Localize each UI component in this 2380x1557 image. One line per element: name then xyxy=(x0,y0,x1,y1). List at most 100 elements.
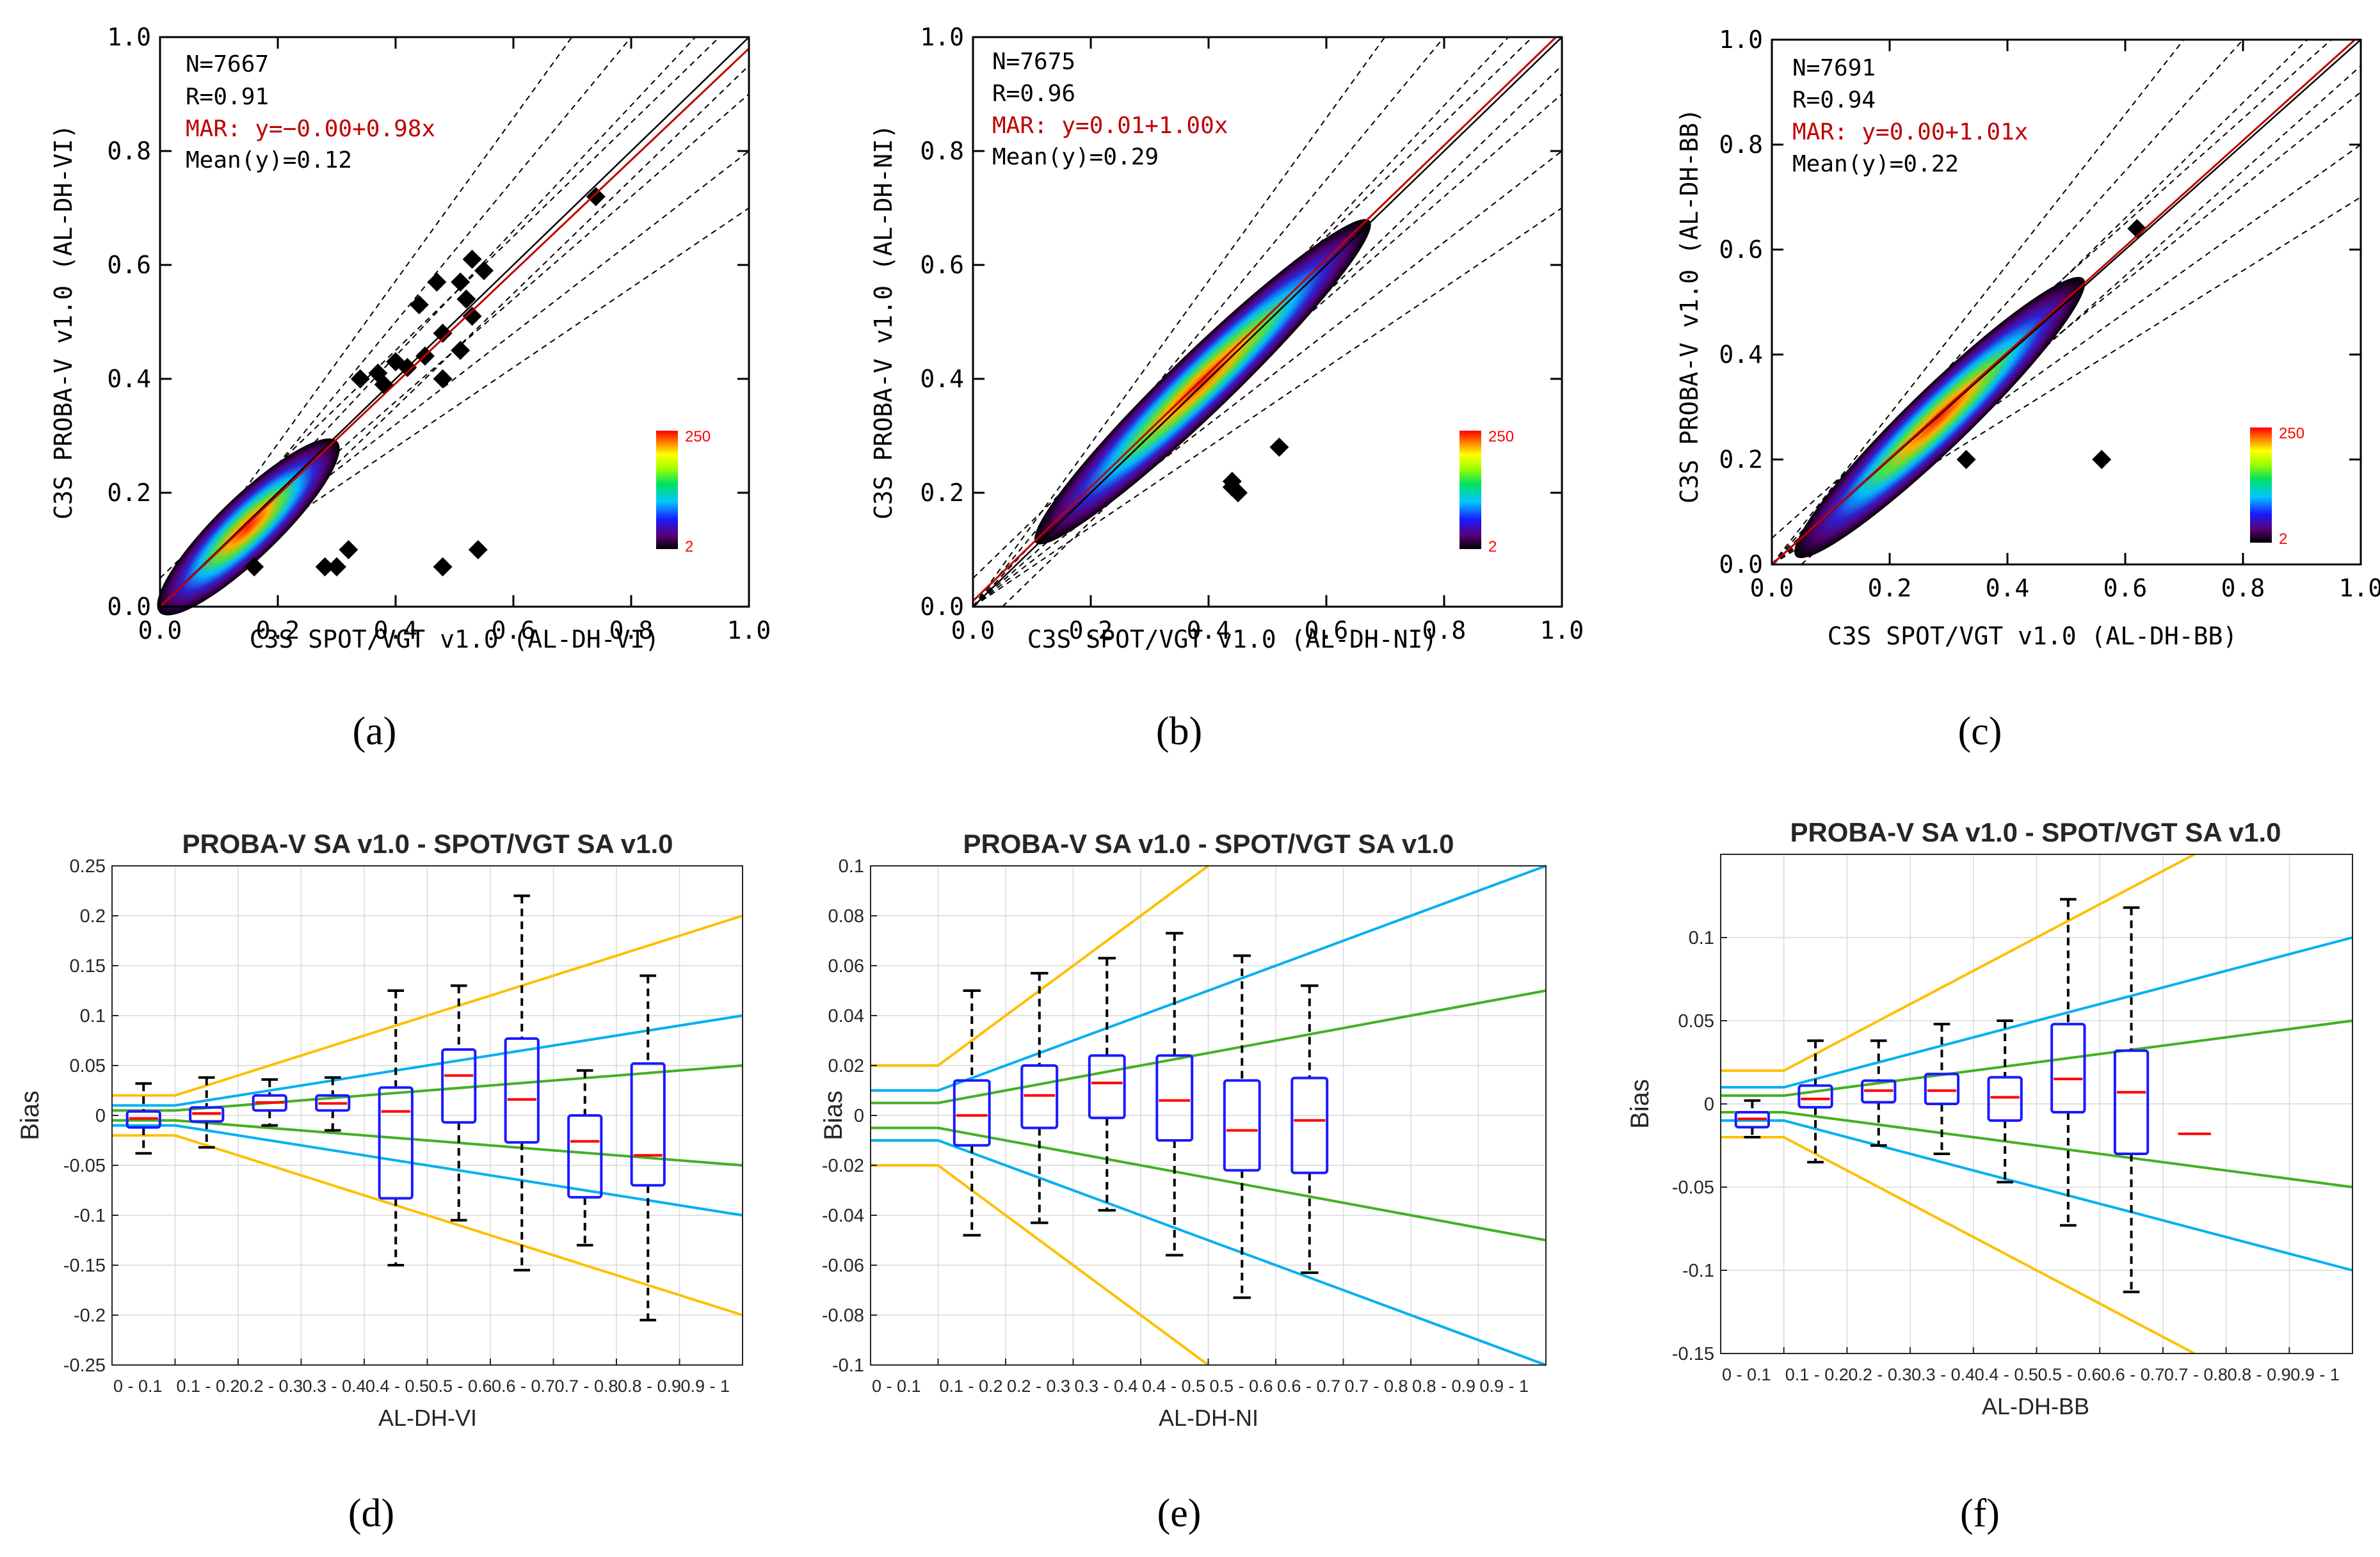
panel-f-threshold-line-orange xyxy=(1721,1136,2196,1355)
panel-b-plot: 0.0 0.2 0.4 0.6 0.8 1.0 0.0 0.2 0.4 0.6 0.8 1.0 xyxy=(920,23,1584,644)
panel-a-outlier-point xyxy=(409,295,429,315)
panel-a-frame xyxy=(159,36,750,608)
panel-c-fit-line xyxy=(1771,38,2356,566)
panel-f-box xyxy=(2113,1049,2150,1156)
panel-c-colorbar-min: 2 xyxy=(2279,531,2287,548)
panel-e-y-tick-label: 0 xyxy=(854,1106,864,1126)
panel-f-y-tick-label: -0.05 xyxy=(1672,1178,1714,1198)
panel-a-density-cloud xyxy=(157,438,340,616)
panel-c-x-tick-label: 0.8 xyxy=(2221,574,2265,602)
panel-e-x-tick-label: 0.8 - 0.9 xyxy=(1412,1377,1475,1396)
panel-d-box xyxy=(567,1114,603,1199)
panel-e-x-tick-label: 0.4 - 0.5 xyxy=(1142,1377,1205,1396)
panel-d-box xyxy=(252,1094,287,1112)
panel-e-threshold-line-orange xyxy=(871,865,1209,1067)
panel-f-threshold-line-orange xyxy=(1721,853,2196,1072)
panel-e-y-tick-label: -0.1 xyxy=(832,1355,864,1376)
panel-a-x-tick-label: 0.4 xyxy=(374,616,418,644)
panel-e-y-tick-label: 0.06 xyxy=(828,956,864,977)
panel-e-plot: 0.1 0.08 0.06 0.04 0.02 0 -0.02 -0.04 -0.06 -0.08… xyxy=(822,856,1547,1396)
panel-c-colorbar xyxy=(2250,427,2272,543)
panel-b-r-stat: R=0.96 xyxy=(992,81,1075,107)
panel-e-x-tick-label: 0.1 - 0.2 xyxy=(940,1377,1003,1396)
panel-a-outlier-point xyxy=(315,557,335,577)
panel-d-y-tick-label: 0.2 xyxy=(80,906,106,927)
panel-b-fit-line xyxy=(972,36,1557,602)
panel-f-x-tick-label: 0.4 - 0.5 xyxy=(1975,1365,2038,1384)
panel-d-x-axis-label: AL-DH-VI xyxy=(378,1405,477,1431)
panel-a-y-tick-label: 0.8 xyxy=(107,137,151,165)
panel-f-box xyxy=(1924,1073,1960,1105)
panel-a-outlier-point xyxy=(245,557,264,577)
panel-e-threshold-line-orange xyxy=(871,1164,1209,1366)
panel-d-y-tick-label: -0.25 xyxy=(63,1355,106,1376)
panel-c-x-tick-label: 0.2 xyxy=(1868,574,1912,602)
panel-f-box xyxy=(1734,1111,1771,1129)
panel-d-threshold-line-orange xyxy=(112,914,743,1097)
panel-a: 0.0 0.2 0.4 0.6 0.8 1.0 0.0 0.2 0.4 0.6 0.8 1.0 N=7… xyxy=(49,23,771,753)
panel-d-plot: 0.25 0.2 0.15 0.1 0.05 0 -0.05 -0.1 -0.15 -0.2 -0.… xyxy=(63,856,743,1396)
panel-a-mean-stat: Mean(y)=0.12 xyxy=(186,147,352,173)
panel-f-y-tick-label: 0.1 xyxy=(1689,928,1714,948)
panel-f-x-tick-label: 0.7 - 0.8 xyxy=(2164,1365,2228,1384)
panel-f-threshold-line-blue xyxy=(1721,936,2353,1089)
panel-a-reference-line xyxy=(159,36,720,579)
panel-f-box xyxy=(1987,1076,2023,1122)
panel-d-box xyxy=(315,1094,351,1112)
panel-c-x-tick-label: 0.0 xyxy=(1750,574,1794,602)
panel-a-x-tick-label: 0.2 xyxy=(256,616,300,644)
panel-b-y-tick-label: 0.6 xyxy=(920,251,964,279)
panel-f-x-tick-label: 0.3 - 0.4 xyxy=(1911,1365,1975,1384)
panel-a-x-tick-label: 1.0 xyxy=(727,616,771,644)
panel-d-threshold-line-blue xyxy=(112,1014,743,1107)
panel-e-box xyxy=(1155,1054,1194,1142)
panel-f-title: PROBA-V SA v1.0 - SPOT/VGT SA v1.0 xyxy=(1790,817,2281,847)
panel-d-x-tick-label: 0.2 - 0.3 xyxy=(239,1377,303,1396)
panel-d-x-tick-label: 0.9 - 1 xyxy=(681,1377,730,1396)
panel-a-n-stat: N=7667 xyxy=(186,51,269,77)
panel-a-x-axis-label: C3S SPOT/VGT v1.0 (AL-DH-VI) xyxy=(250,625,660,653)
panel-e-box xyxy=(1088,1054,1126,1119)
panel-f-x-tick-label: 0.8 - 0.9 xyxy=(2228,1365,2291,1384)
panel-d-x-tick-label: 0.3 - 0.4 xyxy=(303,1377,366,1396)
panel-e-threshold-line-green xyxy=(871,989,1547,1105)
panel-d-y-tick-label: 0.05 xyxy=(70,1056,106,1076)
panel-a-reference-line xyxy=(159,36,696,607)
panel-a-outlier-point xyxy=(468,540,488,559)
panel-a-r-stat: R=0.91 xyxy=(186,84,269,110)
panel-c-y-tick-label: 0.8 xyxy=(1719,131,1763,159)
panel-e-y-tick-label: 0.1 xyxy=(839,856,864,877)
panel-c-reference-line xyxy=(1771,144,2361,565)
panel-e-box xyxy=(1020,1064,1059,1130)
panel-f-x-tick-label: 0.9 - 1 xyxy=(2290,1365,2340,1384)
panel-a-outlier-point xyxy=(462,250,482,269)
panel-e-y-tick-label: -0.06 xyxy=(822,1256,864,1276)
panel-d-threshold-line-green xyxy=(112,1119,743,1167)
panel-d-x-tick-label: 0.4 - 0.5 xyxy=(366,1377,429,1396)
panel-a-plot: 0.0 0.2 0.4 0.6 0.8 1.0 0.0 0.2 0.4 0.6 0.8 1.0 xyxy=(107,23,771,644)
panel-c-y-tick-label: 0.4 xyxy=(1719,340,1763,369)
panel-c-label: (c) xyxy=(1958,710,2002,753)
panel-f-box xyxy=(2050,1023,2086,1114)
panel-c-x-tick-label: 1.0 xyxy=(2339,574,2380,602)
panel-a-colorbar xyxy=(656,431,678,549)
panel-a-outlier-point xyxy=(427,272,447,292)
panel-f-label: (f) xyxy=(1960,1492,2000,1535)
panel-e: 0.1 0.08 0.06 0.04 0.02 0 -0.02 -0.04 -0.06 -0.08… xyxy=(819,829,1547,1535)
panel-e-y-tick-label: -0.04 xyxy=(822,1206,864,1226)
panel-d-y-tick-label: 0 xyxy=(95,1106,106,1126)
panel-b-x-tick-label: 0.0 xyxy=(951,616,995,644)
panel-d-x-tick-label: 0 - 0.1 xyxy=(113,1377,163,1396)
panel-d-threshold-line-blue xyxy=(112,1124,743,1217)
panel-d-y-axis-label: Bias xyxy=(16,1090,44,1140)
panel-d-y-tick-label: -0.15 xyxy=(63,1256,106,1276)
panel-f-threshold-line-green xyxy=(1721,1019,2353,1097)
panel-e-x-tick-label: 0.7 - 0.8 xyxy=(1345,1377,1408,1396)
panel-b-x-tick-label: 0.4 xyxy=(1187,616,1231,644)
panel-d-box xyxy=(378,1086,414,1200)
panel-e-x-tick-label: 0.6 - 0.7 xyxy=(1277,1377,1340,1396)
panel-e-y-tick-label: 0.08 xyxy=(828,906,864,927)
panel-b-x-axis-label: C3S SPOT/VGT v1.0 (AL-DH-NI) xyxy=(1027,625,1438,653)
panel-e-x-axis-label: AL-DH-NI xyxy=(1159,1405,1258,1431)
panel-d-threshold-line-orange xyxy=(112,1134,743,1316)
